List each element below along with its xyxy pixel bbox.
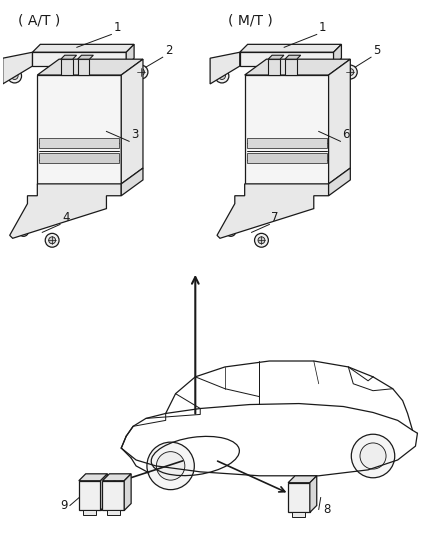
Circle shape (343, 65, 357, 79)
Polygon shape (328, 59, 350, 184)
Polygon shape (124, 474, 131, 511)
Polygon shape (83, 511, 96, 515)
Circle shape (360, 443, 386, 469)
Polygon shape (39, 154, 119, 163)
Circle shape (254, 233, 268, 247)
Polygon shape (61, 59, 73, 75)
Circle shape (226, 227, 236, 236)
Circle shape (45, 233, 59, 247)
Polygon shape (288, 483, 310, 512)
Polygon shape (102, 481, 124, 511)
Circle shape (351, 434, 395, 478)
Circle shape (21, 229, 25, 233)
Polygon shape (101, 474, 107, 511)
Polygon shape (285, 55, 301, 59)
Circle shape (79, 56, 84, 62)
Polygon shape (102, 474, 131, 481)
Polygon shape (39, 138, 119, 148)
Text: 8: 8 (324, 503, 331, 516)
Polygon shape (328, 168, 350, 196)
Text: 2: 2 (165, 44, 172, 57)
Polygon shape (121, 59, 143, 184)
Polygon shape (126, 44, 134, 66)
Polygon shape (210, 52, 240, 84)
Circle shape (147, 442, 194, 490)
Polygon shape (32, 44, 134, 52)
Circle shape (77, 54, 87, 64)
Circle shape (347, 69, 354, 76)
Circle shape (49, 237, 56, 244)
Circle shape (11, 72, 18, 79)
Circle shape (284, 54, 294, 64)
Circle shape (110, 54, 119, 64)
Polygon shape (268, 55, 284, 59)
Circle shape (138, 69, 145, 76)
Polygon shape (78, 59, 89, 75)
Circle shape (319, 56, 324, 62)
Text: ( M/T ): ( M/T ) (228, 13, 272, 28)
Polygon shape (247, 138, 327, 148)
Circle shape (219, 72, 226, 79)
Polygon shape (61, 55, 77, 59)
Circle shape (156, 451, 185, 480)
Polygon shape (310, 476, 317, 512)
Polygon shape (217, 184, 328, 238)
Circle shape (258, 237, 265, 244)
Circle shape (8, 69, 21, 83)
Circle shape (229, 229, 233, 233)
Polygon shape (78, 55, 93, 59)
Polygon shape (107, 511, 120, 515)
Polygon shape (37, 59, 143, 75)
Circle shape (286, 56, 292, 62)
Text: 9: 9 (60, 499, 67, 512)
Text: 1: 1 (319, 21, 326, 35)
Polygon shape (79, 481, 101, 511)
Polygon shape (268, 59, 280, 75)
Polygon shape (3, 52, 32, 84)
Text: 3: 3 (131, 128, 138, 141)
Text: ( A/T ): ( A/T ) (18, 13, 60, 28)
Circle shape (215, 69, 229, 83)
Polygon shape (79, 474, 107, 481)
Polygon shape (285, 59, 297, 75)
Text: 1: 1 (113, 21, 121, 35)
Polygon shape (240, 44, 342, 52)
Polygon shape (121, 168, 143, 196)
Circle shape (317, 54, 327, 64)
Polygon shape (37, 75, 121, 184)
Polygon shape (10, 184, 121, 238)
Text: 7: 7 (271, 212, 279, 224)
Polygon shape (240, 52, 333, 66)
Polygon shape (333, 44, 342, 66)
Polygon shape (288, 476, 317, 483)
Polygon shape (293, 512, 305, 518)
Polygon shape (245, 75, 328, 184)
Text: 5: 5 (373, 44, 380, 57)
Polygon shape (247, 154, 327, 163)
Circle shape (134, 65, 148, 79)
Text: 6: 6 (343, 128, 350, 141)
Text: 4: 4 (62, 212, 70, 224)
Circle shape (112, 56, 117, 62)
Circle shape (18, 227, 28, 236)
Polygon shape (32, 52, 126, 66)
Polygon shape (245, 59, 350, 75)
